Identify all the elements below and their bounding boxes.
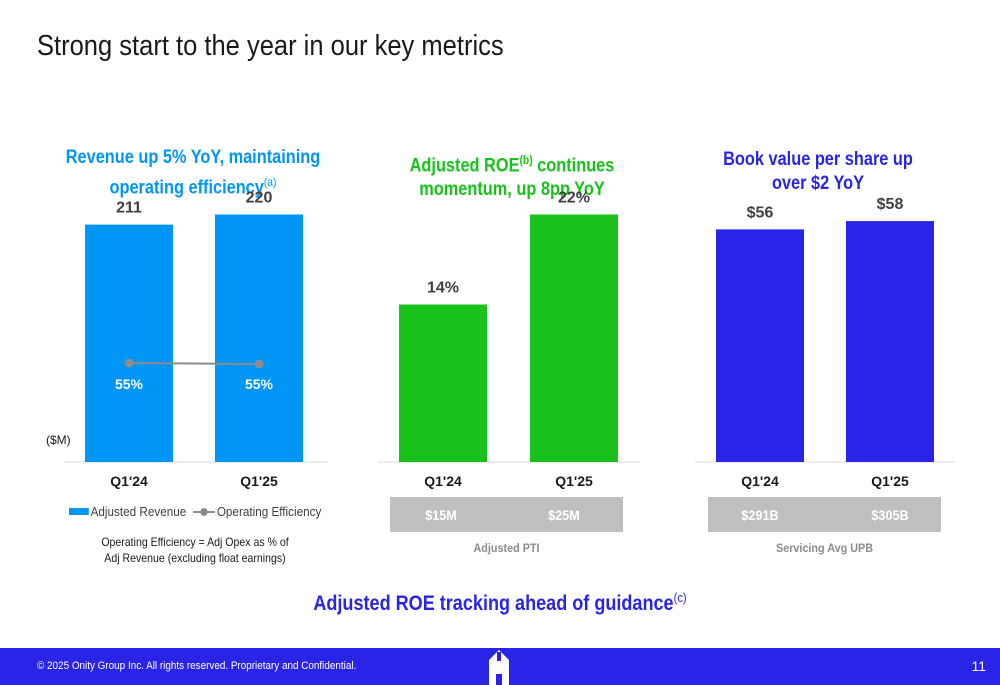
roe-heading-line1-rest: continues [532,155,615,177]
adjusted-pti-box: $15M $25M [390,497,623,532]
revenue-efficiency-point [124,358,134,368]
revenue-x-tick-label: Q1'25 [240,473,278,489]
operating-efficiency-definition: Operating Efficiency = Adj Opex as % of … [76,534,314,566]
servicing-upb-box: $291B $305B [708,497,941,532]
roe-bar [530,214,618,462]
roe-bar-label: 14% [427,280,459,297]
servicing-upb-q125: $305B [871,507,909,523]
roe-bar-label: 22% [558,190,590,207]
bvps-bar-label: $56 [747,204,774,221]
revenue-bar-label: 220 [246,190,273,207]
definition-line2: Adj Revenue (excluding float earnings) [104,551,286,565]
slide-title: Strong start to the year in our key metr… [37,30,504,62]
revenue-heading-line2: operating efficiency [109,177,264,199]
adjusted-pti-caption: Adjusted PTI [473,541,540,555]
roe-heading: Adjusted ROE(b) continues momentum, up 8… [383,148,641,202]
legend-line-swatch [193,507,216,517]
revenue-heading-line1: Revenue up 5% YoY, maintaining [65,147,321,168]
bottom-banner: Adjusted ROE tracking ahead of guidance(… [70,590,930,616]
bottom-banner-footnote: (c) [673,590,687,605]
bvps-bar-label: $58 [877,196,904,213]
legend-bar-swatch [69,508,89,515]
adjusted-pti-q125: $25M [548,507,580,523]
revenue-bar [85,224,173,462]
adjusted-pti-q124: $15M [425,507,457,523]
roe-heading-line1: Adjusted ROE [409,155,520,177]
charts-canvas: 211 Q1'24 220 Q1'25 55% 55% 14% Q1'24 22% Q1'25 $5… [65,190,955,489]
bvps-heading: Book value per share up over $2 YoY [689,148,947,196]
roe-bar [399,304,487,462]
revenue-heading: Revenue up 5% YoY, maintaining operating… [64,146,322,200]
page-number: 11 [971,658,986,674]
bvps-heading-line2: over $2 YoY [771,173,865,194]
revenue-legend: Adjusted Revenue Operating Efficiency [69,504,321,519]
roe-x-tick-label: Q1'24 [424,473,462,489]
roe-heading-line2: momentum, up 8pp YoY [419,179,605,201]
roe-x-tick-label: Q1'25 [555,473,593,489]
servicing-upb-q124: $291B [741,507,779,523]
bottom-banner-text: Adjusted ROE tracking ahead of guidance [313,592,674,615]
revenue-efficiency-line [128,362,260,365]
definition-line1: Operating Efficiency = Adj Opex as % of [101,535,289,549]
onity-logo-icon [489,650,509,685]
revenue-heading-footnote: (a) [263,175,277,189]
revenue-efficiency-point [254,359,264,369]
legend-line-label: Operating Efficiency [216,504,322,519]
footer-copyright: © 2025 Onity Group Inc. All rights reser… [37,660,357,672]
bvps-x-tick-label: Q1'25 [871,473,909,489]
revenue-unit-label: ($M) [46,433,71,447]
servicing-upb-caption: Servicing Avg UPB [775,541,874,555]
revenue-efficiency-label: 55% [115,376,144,392]
revenue-bar-label: 211 [116,200,142,217]
revenue-bar [215,214,303,462]
roe-heading-footnote: (b) [519,153,533,167]
bvps-heading-line1: Book value per share up [723,149,913,170]
footer-bar: © 2025 Onity Group Inc. All rights reser… [0,648,1000,685]
revenue-x-tick-label: Q1'24 [110,473,148,489]
bvps-bar [716,229,804,462]
legend-bar-label: Adjusted Revenue [90,504,187,519]
revenue-efficiency-label: 55% [245,376,274,392]
bvps-x-tick-label: Q1'24 [741,473,779,489]
bvps-bar [846,221,934,462]
